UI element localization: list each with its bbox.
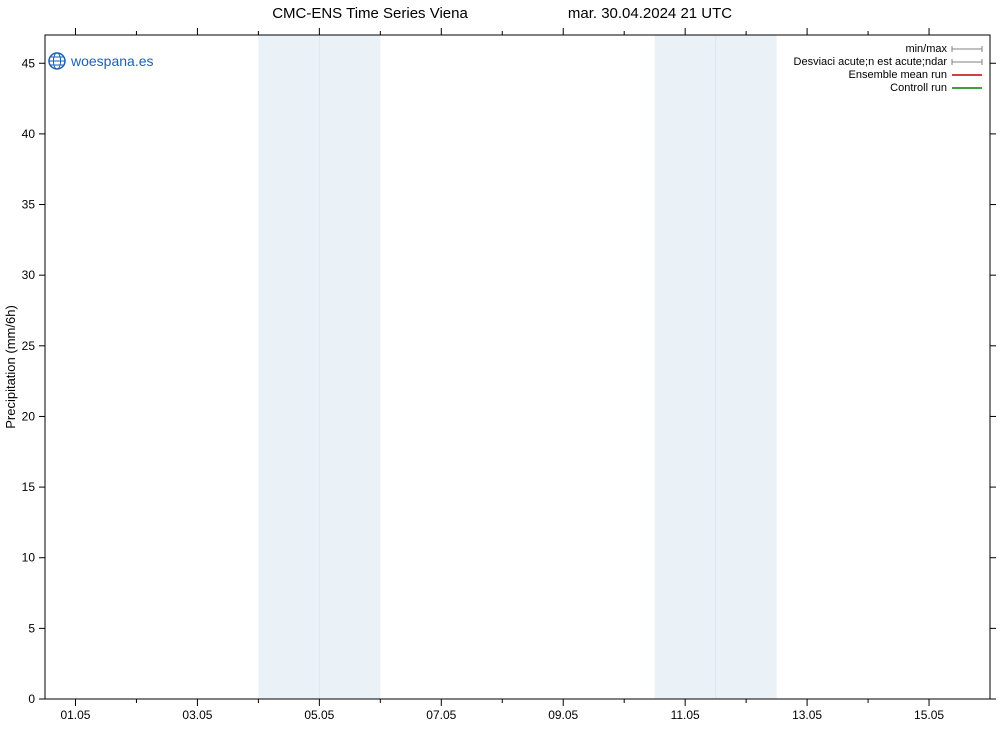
y-tick-label: 40 <box>22 127 36 141</box>
x-tick-label: 07.05 <box>426 708 456 722</box>
x-tick-label: 01.05 <box>60 708 90 722</box>
legend-label: min/max <box>905 43 947 55</box>
y-tick-label: 20 <box>22 409 36 423</box>
precipitation-chart: 0 5 10 15 20 25 30 35 40 45 01.05 03.05 05.05 07.05 09… <box>0 0 1000 733</box>
chart-title-sub: mar. 30.04.2024 21 UTC <box>568 5 732 22</box>
x-tick-label: 09.05 <box>548 708 578 722</box>
y-tick-label: 25 <box>22 339 36 353</box>
x-tick-label: 03.05 <box>182 708 212 722</box>
y-tick-label: 10 <box>22 551 36 565</box>
y-tick-label: 5 <box>28 621 35 635</box>
chart-title-main: CMC-ENS Time Series Viena <box>272 5 468 22</box>
legend-label: Controll run <box>890 82 947 94</box>
legend-label: Ensemble mean run <box>849 69 947 81</box>
y-axis-label: Precipitation (mm/6h) <box>3 305 18 429</box>
chart-container: 0 5 10 15 20 25 30 35 40 45 01.05 03.05 05.05 07.05 09… <box>0 0 1000 733</box>
y-tick-label: 0 <box>28 692 35 706</box>
y-tick-label: 35 <box>22 198 36 212</box>
x-tick-label: 11.05 <box>671 708 700 722</box>
x-tick-label: 05.05 <box>304 708 334 722</box>
y-tick-label: 15 <box>22 480 36 494</box>
y-tick-label: 45 <box>22 56 36 70</box>
x-tick-label: 13.05 <box>792 708 822 722</box>
watermark-text: woespana.es <box>70 53 154 69</box>
y-tick-label: 30 <box>22 268 36 282</box>
legend-label: Desviaci acute;n est acute;ndar <box>794 56 948 68</box>
x-tick-label: 15.05 <box>914 708 944 722</box>
